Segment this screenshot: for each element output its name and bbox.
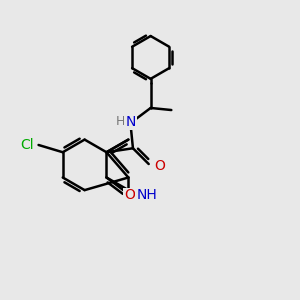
Text: Cl: Cl xyxy=(20,138,34,152)
Text: NH: NH xyxy=(136,188,157,202)
Text: H: H xyxy=(115,115,125,128)
Text: O: O xyxy=(155,158,166,172)
Text: O: O xyxy=(124,188,135,203)
Text: N: N xyxy=(125,115,136,129)
